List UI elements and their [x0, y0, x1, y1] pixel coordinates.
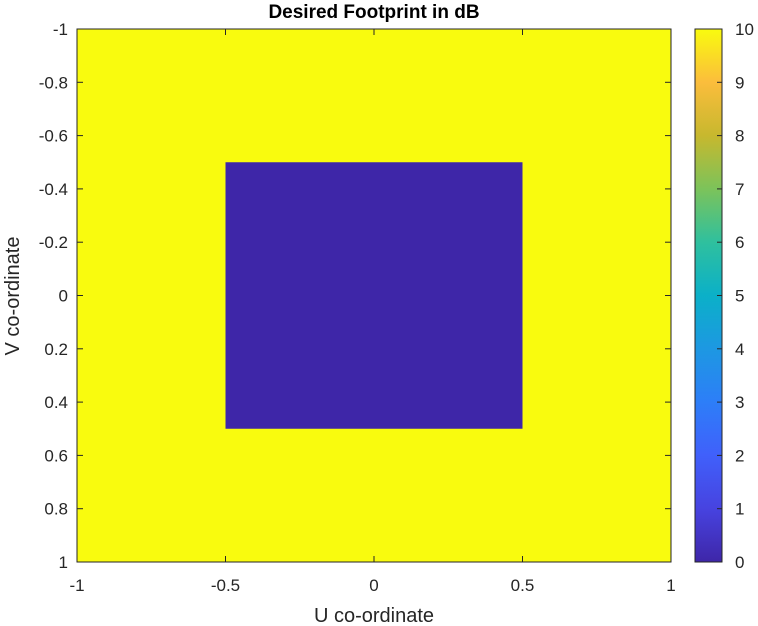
- y-tick-label: 0: [59, 287, 68, 306]
- colorbar-tick-label: 2: [735, 446, 744, 465]
- colorbar-tick-label: 5: [735, 287, 744, 306]
- colorbar-tick-label: 3: [735, 393, 744, 412]
- colorbar: 0 1 2 3 4 5 6 7 8 9 10: [694, 20, 754, 572]
- colorbar-tick-label: 4: [735, 340, 744, 359]
- colorbar-tick-label: 0: [735, 553, 744, 572]
- y-tick-label: 0.8: [44, 500, 68, 519]
- x-tick-label: -1: [69, 576, 84, 595]
- x-axis-label: U co-ordinate: [314, 605, 434, 626]
- y-tick-label: -0.6: [39, 127, 68, 146]
- x-tick-label: 0.5: [511, 576, 535, 595]
- y-tick-label: -0.2: [39, 233, 68, 252]
- y-tick-label: -0.8: [39, 73, 68, 92]
- heatmap-region-cell: [225, 162, 523, 429]
- colorbar-tick-label: 7: [735, 180, 744, 199]
- x-tick-label: 0: [369, 576, 378, 595]
- y-tick-label: -0.4: [39, 180, 68, 199]
- colorbar-tick-label: 9: [735, 73, 744, 92]
- y-tick-label: 0.4: [44, 393, 68, 412]
- plot-area: [76, 28, 672, 563]
- y-axis-label: V co-ordinate: [2, 237, 24, 356]
- colorbar-tick-label: 8: [735, 127, 744, 146]
- y-axis: -1 -0.8 -0.6 -0.4 -0.2 0 0.2 0.4 0.6 0.8 1: [39, 20, 671, 572]
- x-axis: -1 -0.5 0 0.5 1: [69, 29, 676, 595]
- x-tick-label: -0.5: [211, 576, 240, 595]
- colorbar-tick-label: 6: [735, 233, 744, 252]
- x-tick-label: 1: [666, 576, 675, 595]
- y-tick-label: 1: [59, 553, 68, 572]
- y-tick-label: 0.6: [44, 446, 68, 465]
- chart-title: Desired Footprint in dB: [268, 2, 479, 23]
- colorbar-tick-label: 10: [735, 20, 754, 39]
- y-tick-label: 0.2: [44, 340, 68, 359]
- colorbar-tick-label: 1: [735, 500, 744, 519]
- y-tick-label: -1: [53, 20, 68, 39]
